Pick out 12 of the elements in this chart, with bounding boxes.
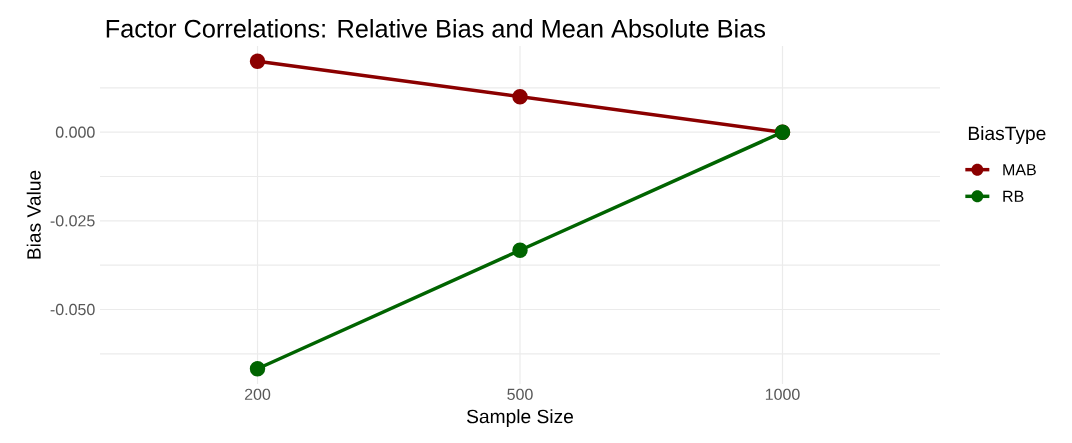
y-tick-label: -0.050	[50, 303, 95, 316]
legend-label: RB	[1003, 190, 1024, 202]
chart-title: Factor Correlations: Relative Bias and Mean Absolute Bias	[106, 19, 766, 38]
x-tick-label: 200	[244, 388, 271, 401]
x-tick-label: 1000	[765, 388, 800, 401]
x-axis-title: Sample Size	[466, 409, 574, 428]
x-tick-label: 500	[507, 388, 533, 401]
legend-label: MAB	[1003, 164, 1036, 176]
y-tick-label: 0.000	[55, 126, 95, 138]
y-tick-label: -0.025	[50, 215, 95, 227]
legend-title: BiasType	[968, 126, 1046, 144]
y-axis-title: Bias Value	[26, 170, 41, 259]
